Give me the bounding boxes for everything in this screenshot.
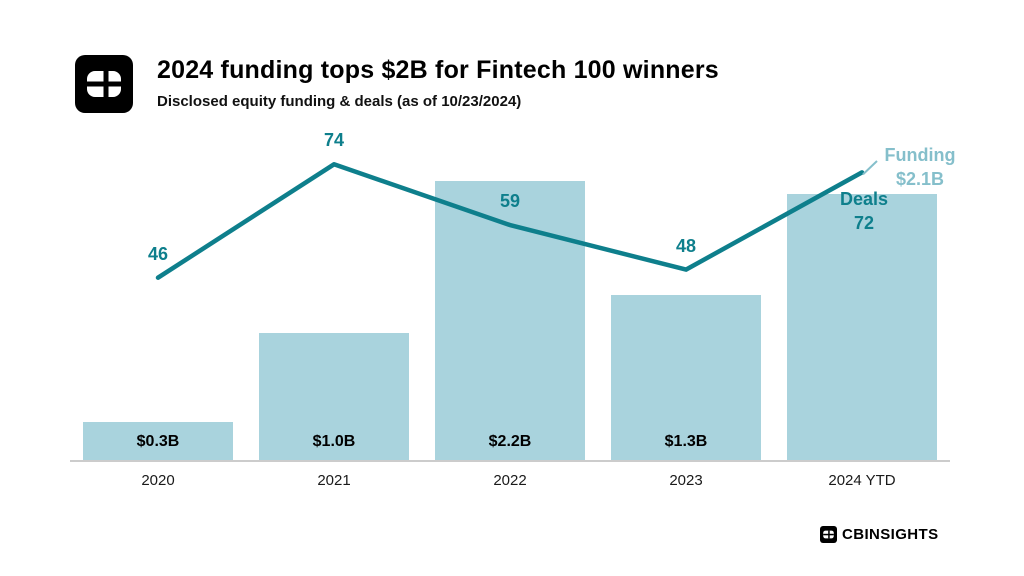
- x-axis-label-2020: 2020: [141, 472, 175, 489]
- deals-value-label: 59: [499, 191, 521, 212]
- deals-annotation: Deals 72: [814, 187, 914, 235]
- x-axis-label-2023: 2023: [669, 472, 703, 489]
- funding-bar-value-label: $2.2B: [488, 433, 532, 450]
- funding-bar-2020: [83, 421, 233, 460]
- cb-insights-logo: [75, 55, 133, 113]
- funding-annotation-value: $2.1B: [895, 169, 945, 189]
- footer-brand-text: CBINSIGHTS: [842, 526, 939, 543]
- funding-bar-value-label: $1.0B: [312, 433, 356, 450]
- deals-value-label: 48: [675, 235, 697, 256]
- x-axis-label-2021: 2021: [317, 472, 351, 489]
- footer-brand: CBINSIGHTS: [820, 526, 939, 543]
- funding-bar-2021: [259, 333, 409, 460]
- funding-annotation-label: Funding: [884, 145, 956, 165]
- deals-annotation-value: 72: [853, 213, 875, 233]
- page-subtitle: Disclosed equity funding & deals (as of …: [157, 93, 522, 110]
- x-axis-label-2022: 2022: [493, 472, 527, 489]
- funding-bar-value-label: $1.3B: [664, 433, 708, 450]
- deals-value-label: 46: [147, 243, 169, 264]
- deals-value-label: 74: [323, 130, 345, 151]
- page-title: 2024 funding tops $2B for Fintech 100 wi…: [157, 56, 719, 84]
- funding-annotation: Funding $2.1B: [868, 143, 972, 191]
- cb-insights-footer-icon: [820, 526, 837, 543]
- cb-insights-logo-icon: [87, 71, 121, 97]
- x-axis-line: [70, 460, 950, 462]
- x-axis-label-2024-ytd: 2024 YTD: [828, 472, 896, 489]
- funding-bar-2023: [611, 295, 761, 460]
- funding-bar-value-label: $0.3B: [136, 433, 180, 450]
- deals-annotation-label: Deals: [839, 189, 889, 209]
- funding-bar-2022: [435, 181, 585, 460]
